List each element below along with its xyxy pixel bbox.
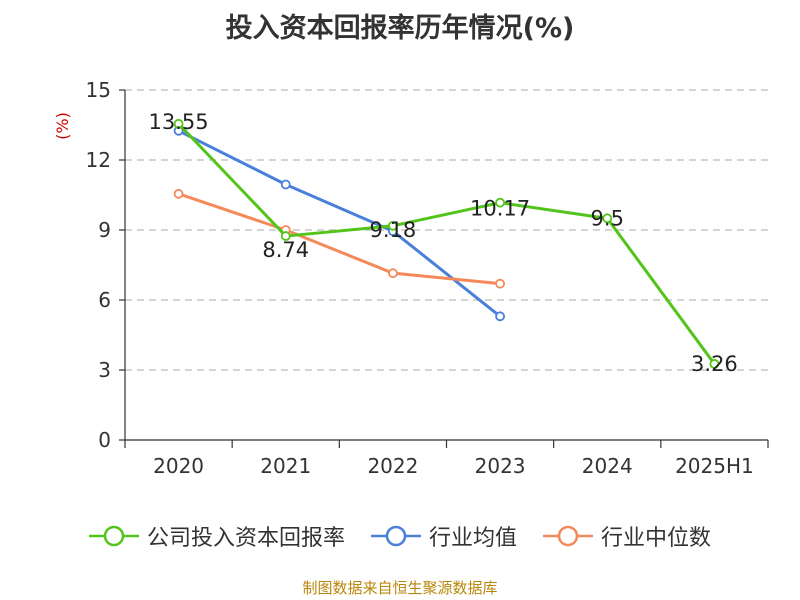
data-label-company-2021: 8.74 (262, 238, 309, 262)
y-tick-label-12: 12 (86, 148, 111, 172)
axes: 0 3 6 9 12 15 2020 2021 2022 2023 2024 2025H1 (86, 78, 769, 478)
y-tick-label-15: 15 (86, 78, 111, 102)
legend-item-industry-median[interactable]: 行业中位数 (543, 520, 711, 552)
legend-marker-industry-median (543, 525, 593, 547)
point-industry-median-2023 (495, 278, 505, 289)
point-industry-median-2022 (388, 268, 398, 279)
point-company-2021 (280, 231, 291, 241)
point-company-2023 (495, 197, 505, 208)
x-tick-label-2025H1: 2025H1 (675, 454, 754, 478)
legend-item-company[interactable]: 公司投入资本回报率 (88, 520, 345, 552)
x-tick-label-2020: 2020 (153, 454, 204, 478)
legend-label-industry-median: 行业中位数 (601, 526, 712, 551)
point-industry-median-2020 (173, 188, 184, 199)
x-tick-label-2024: 2024 (582, 454, 633, 478)
point-industry-avg-2023 (495, 311, 505, 322)
legend-marker-company (88, 525, 139, 547)
y-tick-label-6: 6 (98, 288, 111, 312)
data-label-company-2022: 9.18 (370, 218, 417, 242)
point-company-2025H1 (709, 359, 720, 369)
data-source-note: 制图数据来自恒生聚源数据库 (302, 579, 498, 597)
point-company-2024 (602, 213, 613, 224)
y-axis-unit-label: (%) (53, 112, 72, 140)
y-tick-label-9: 9 (98, 218, 111, 242)
point-company-2022 (388, 220, 398, 231)
data-labels: 13.55 8.74 9.18 10.17 9.5 3.26 (149, 110, 738, 376)
series-line-industry-median (178, 192, 501, 286)
data-label-company-2023: 10.17 (470, 197, 530, 221)
legend-label-company: 公司投入资本回报率 (146, 526, 345, 551)
series-lines (173, 118, 720, 369)
x-tick-label-2021: 2021 (260, 454, 311, 478)
grid-lines (125, 89, 768, 371)
point-company-2020 (173, 118, 184, 129)
x-tick-label-2023: 2023 (475, 454, 526, 478)
legend: 公司投入资本回报率 行业均值 行业中位数 (0, 520, 800, 552)
y-tick-label-3: 3 (98, 358, 111, 382)
x-tick-label-2022: 2022 (367, 454, 418, 478)
legend-marker-industry-avg (370, 525, 421, 547)
legend-item-industry-avg[interactable]: 行业均值 (370, 520, 517, 552)
series-line-industry-avg (177, 129, 502, 318)
data-label-company-2025H1: 3.26 (691, 352, 738, 376)
legend-label-industry-avg: 行业均值 (428, 526, 517, 551)
data-label-company-2024: 9.5 (591, 206, 624, 230)
y-tick-label-0: 0 (98, 428, 111, 452)
series-line-company (177, 122, 716, 365)
data-label-company-2020: 13.55 (149, 110, 209, 134)
point-industry-avg-2021 (280, 179, 291, 190)
chart-title: 投入资本回报率历年情况(%) (225, 13, 575, 44)
